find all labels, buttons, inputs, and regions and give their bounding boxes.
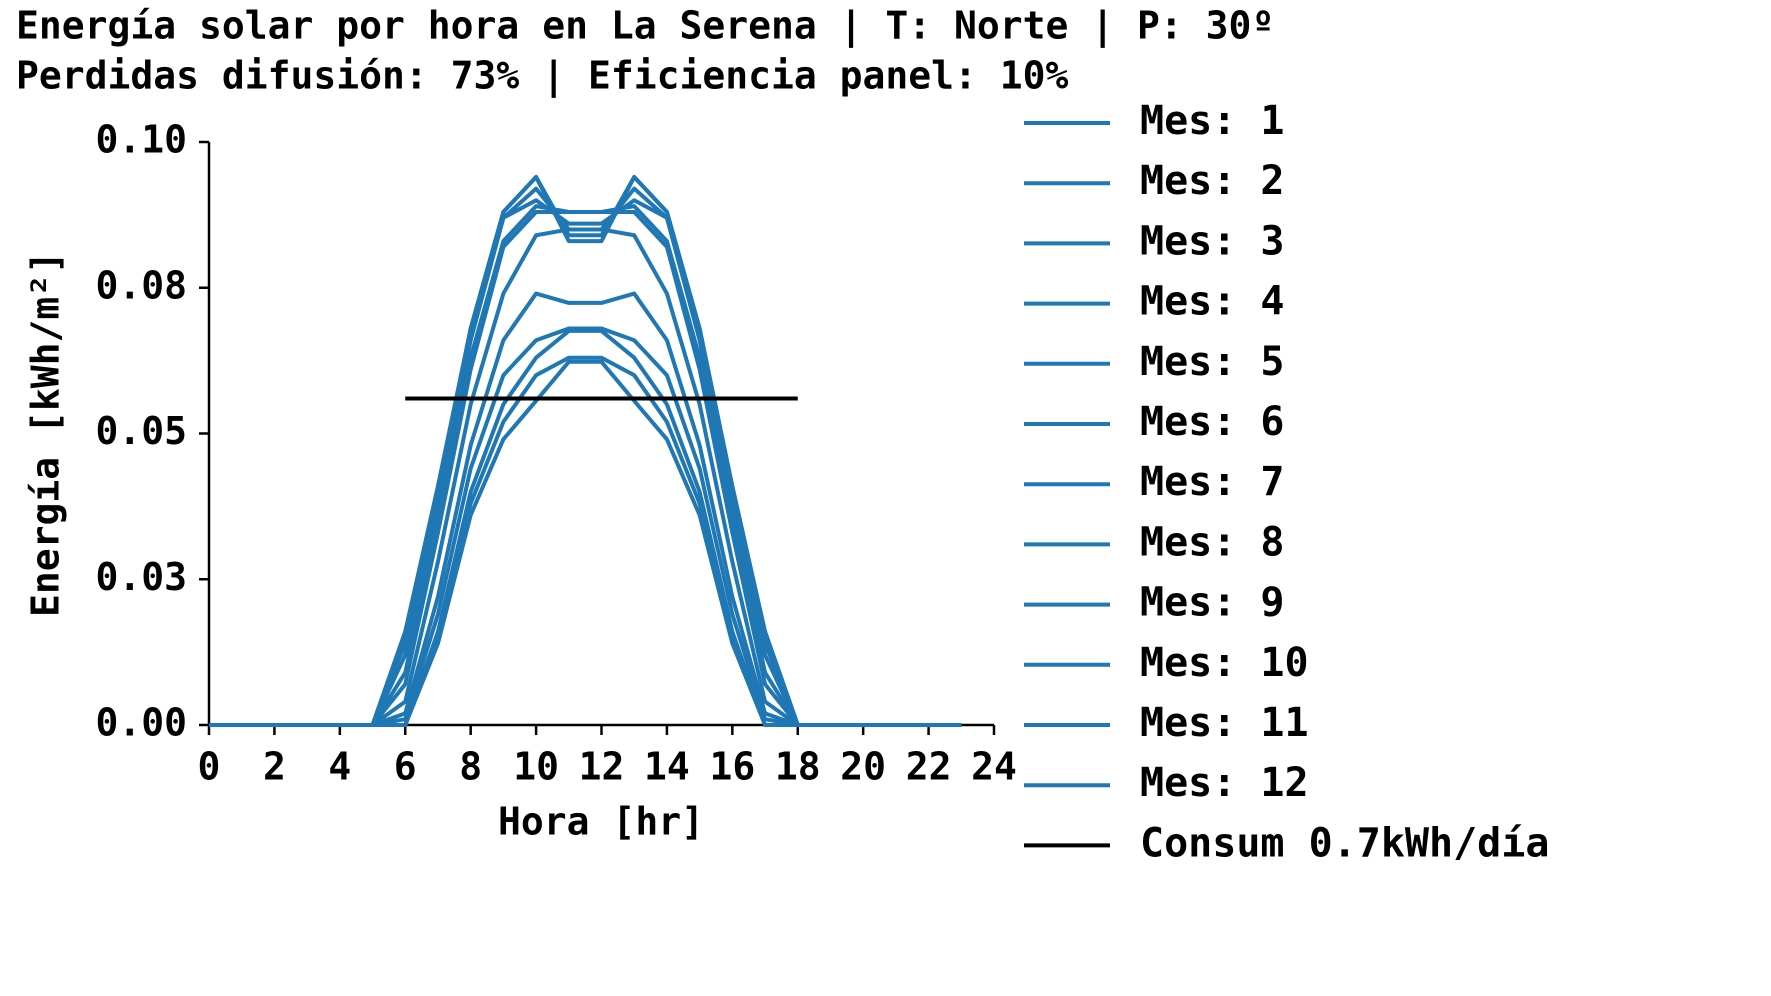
series-line [209, 174, 962, 727]
legend-label: Mes: 7 [1140, 459, 1285, 505]
legend-label: Mes: 9 [1140, 580, 1285, 626]
x-tick-label: 18 [775, 745, 821, 789]
series-line [209, 326, 962, 727]
x-axis-label: Hora [hr] [498, 800, 704, 844]
y-tick-label: 0.08 [95, 263, 187, 307]
x-tick-label: 20 [840, 745, 886, 789]
series-line [209, 328, 962, 727]
x-tick-label: 16 [709, 745, 755, 789]
series-line [209, 359, 962, 727]
series-line [209, 198, 962, 727]
x-tick-label: 22 [906, 745, 952, 789]
y-tick-label: 0.03 [95, 555, 187, 599]
legend-label: Mes: 8 [1140, 519, 1285, 565]
x-tick-label: 8 [459, 745, 482, 789]
legend-label: Mes: 4 [1140, 279, 1285, 325]
legend-label: Mes: 3 [1140, 218, 1285, 264]
legend-label: Mes: 11 [1140, 700, 1309, 746]
legend-label: Mes: 12 [1140, 760, 1309, 806]
x-tick-label: 6 [394, 745, 417, 789]
series-line [209, 174, 962, 727]
chart-subtitle: Perdidas difusión: 73% | Eficiencia pane… [16, 54, 1069, 99]
legend-label: Mes: 2 [1140, 158, 1285, 204]
legend-label: Mes: 5 [1140, 339, 1285, 385]
y-tick-label: 0.10 [95, 118, 187, 162]
x-tick-label: 24 [971, 745, 1017, 789]
series-line [209, 355, 962, 727]
x-tick-label: 14 [644, 745, 690, 789]
y-axis-label: Energía [kWh/m²] [24, 251, 68, 617]
series-line [209, 209, 962, 727]
y-tick-label: 0.05 [95, 409, 187, 453]
x-tick-label: 10 [513, 745, 559, 789]
x-tick-label: 0 [198, 745, 221, 789]
legend-label: Mes: 6 [1140, 399, 1285, 445]
legend-label: Mes: 1 [1140, 98, 1285, 144]
legend-label: Mes: 10 [1140, 640, 1309, 686]
series-line [209, 186, 962, 727]
legend-label: Consum 0.7kWh/día [1140, 820, 1549, 866]
y-tick-label: 0.00 [95, 701, 187, 745]
x-tick-label: 2 [263, 745, 286, 789]
chart-title: Energía solar por hora en La Serena | T:… [16, 4, 1274, 49]
series-line [209, 204, 962, 727]
x-tick-label: 12 [579, 745, 625, 789]
x-tick-label: 4 [328, 745, 351, 789]
